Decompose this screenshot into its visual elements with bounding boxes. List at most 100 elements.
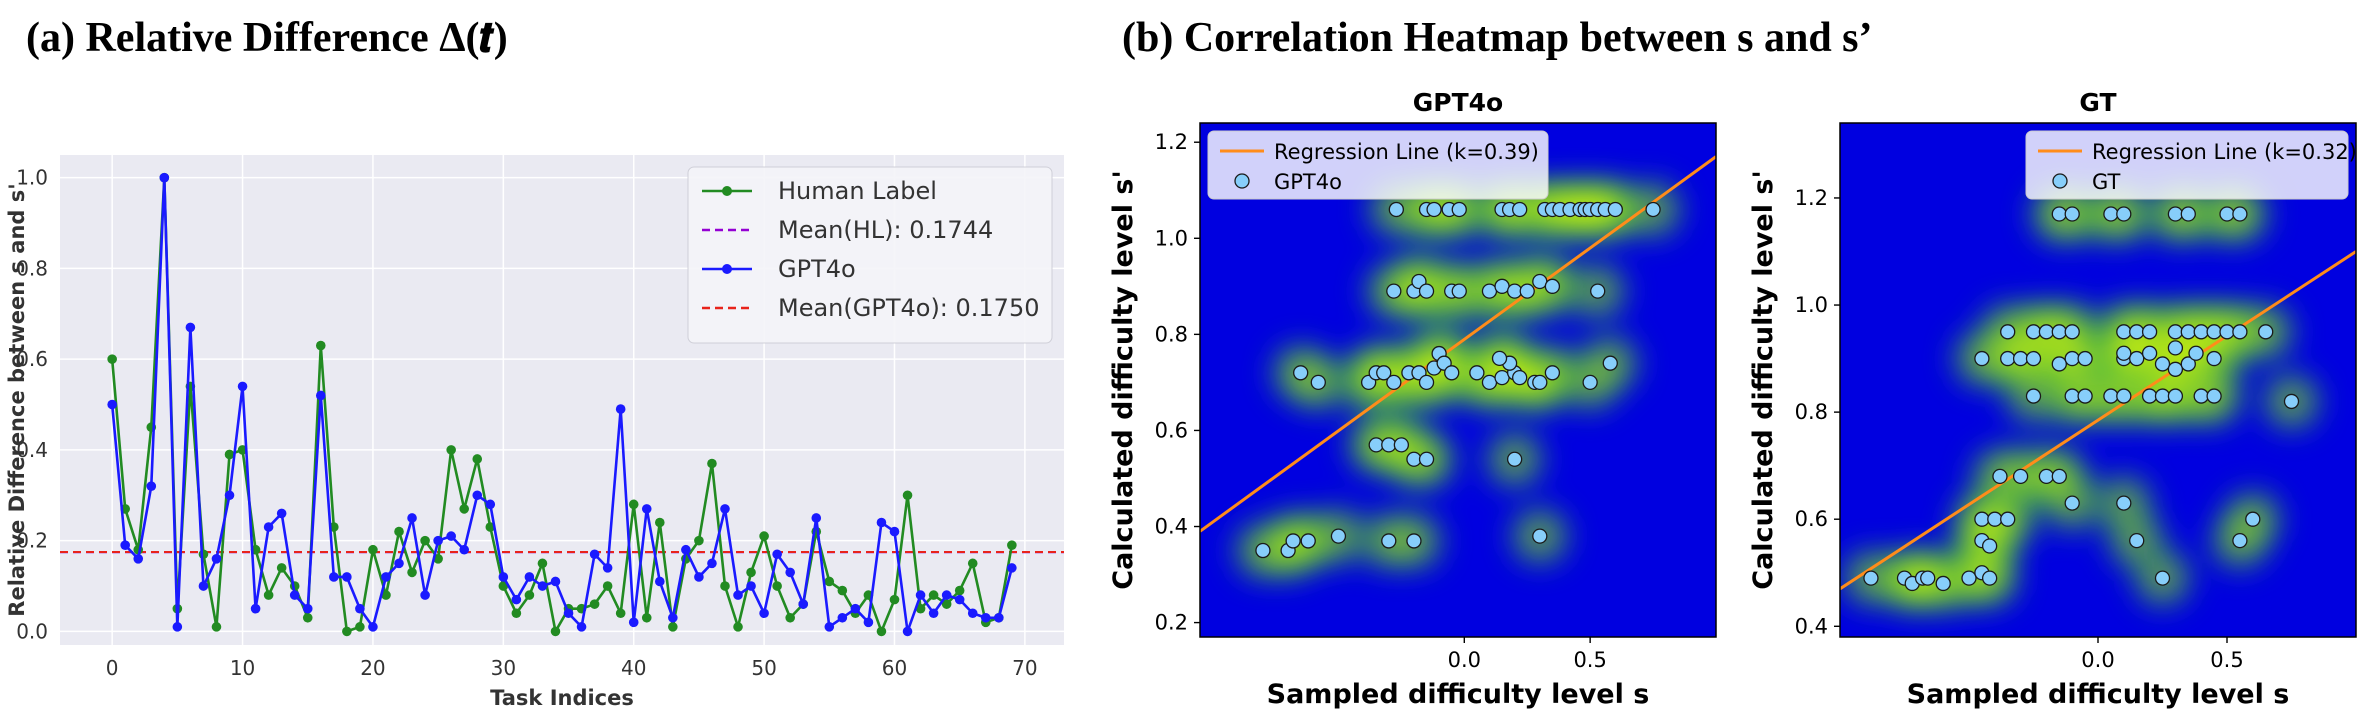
gpt4o-point <box>941 590 952 600</box>
scatter-point <box>1519 283 1535 299</box>
gpt4o-point <box>172 622 183 632</box>
scatter-point <box>2000 511 2016 527</box>
scatter-point <box>1418 283 1435 299</box>
scatter-point <box>2051 206 2067 222</box>
legend-scatter-label: GPT4o <box>1274 170 1342 194</box>
y-tick-label: 0.6 <box>1795 507 1828 531</box>
gpt4o-point <box>368 622 378 632</box>
scatter-point <box>2064 324 2080 340</box>
scatter-point <box>1512 369 1528 386</box>
scatter-point <box>1532 528 1548 544</box>
human-label-point <box>772 581 782 591</box>
y-axis-label: Relative Difference between s and s' <box>5 183 29 616</box>
human-label-point <box>694 535 704 546</box>
gpt4o-point <box>824 622 835 632</box>
x-axis-label: Sampled difficulty level s <box>1907 679 2290 710</box>
human-label-point <box>785 612 795 623</box>
scatter-point <box>1406 533 1422 549</box>
human-label-point <box>472 454 483 464</box>
y-tick-label: 0.8 <box>1795 400 1828 424</box>
y-tick-label: 0.0 <box>16 619 48 643</box>
gpt4o-point <box>576 622 587 632</box>
scatter-point <box>2077 350 2093 367</box>
x-tick-label: 10 <box>230 656 255 680</box>
y-tick-label: 1.0 <box>1155 226 1188 250</box>
gpt4o-point <box>746 581 756 591</box>
x-tick-label: 30 <box>491 656 516 680</box>
y-tick-label: 0.6 <box>16 347 48 371</box>
scatter-point <box>1418 374 1435 391</box>
gpt4o-point <box>133 553 144 564</box>
gpt4o-point <box>185 322 196 333</box>
scatter-point <box>2167 388 2184 404</box>
scatter-point <box>2051 324 2067 340</box>
scatter-point <box>2064 388 2080 404</box>
y-axis-label: Calculated difficulty level s' <box>1108 170 1139 590</box>
scatter-point <box>2141 324 2158 340</box>
gpt4o-point <box>146 481 157 492</box>
scatter-point <box>2219 324 2235 340</box>
regression-line <box>1840 250 2356 591</box>
human-label-point <box>746 567 756 578</box>
human-label-point <box>407 567 417 578</box>
gpt4o-point <box>159 172 170 183</box>
scatter-point <box>2038 324 2055 340</box>
human-label-point <box>276 563 287 573</box>
human-label-point <box>615 608 626 619</box>
scatter-point <box>2012 468 2029 485</box>
scatter-point <box>2116 388 2132 404</box>
gpt4o-point <box>198 581 209 591</box>
human-label-point <box>459 504 470 514</box>
scatter-point <box>1992 468 2008 485</box>
gpt4o-point <box>250 603 261 614</box>
x-tick-label: 20 <box>360 656 385 680</box>
gpt4o-point <box>733 590 743 600</box>
scatter-point <box>2232 324 2248 340</box>
x-tick-label: 0.5 <box>1573 648 1606 672</box>
legend-scatter-marker <box>1234 173 1250 189</box>
gpt4o-point <box>276 508 287 519</box>
gpt4o-point <box>798 599 809 609</box>
scatter-point <box>1506 283 1523 299</box>
gpt4o-point <box>1007 563 1017 573</box>
legend-a-marker <box>722 264 732 274</box>
human-label-point <box>941 599 952 609</box>
gpt4o-point <box>420 590 430 600</box>
scatter-point <box>1494 278 1510 294</box>
y-tick-label: 0.2 <box>1155 611 1188 635</box>
scatter-point <box>2025 350 2042 367</box>
gpt4o-point <box>315 390 326 401</box>
gpt4o-point <box>720 504 730 514</box>
gpt4o-point <box>407 513 417 523</box>
gpt4o-point <box>329 572 339 582</box>
gpt4o-point <box>772 549 782 560</box>
scatter-point <box>1381 533 1397 549</box>
scatter-point <box>1987 511 2003 527</box>
gpt4o-point <box>994 612 1004 623</box>
human-label-point <box>198 549 209 560</box>
x-tick-label: 50 <box>751 656 776 680</box>
scatter-point <box>1863 570 1879 586</box>
human-label-point <box>876 626 887 637</box>
x-axis-label: Sampled difficulty level s <box>1267 679 1650 710</box>
scatter-point <box>1582 374 1598 391</box>
human-label-point <box>837 585 848 596</box>
scatter-point <box>2064 206 2080 222</box>
legend-a-label: Mean(HL): 0.1744 <box>778 216 993 244</box>
human-label-point <box>628 499 639 510</box>
scatter-point <box>1293 365 1309 381</box>
gpt4o-point <box>485 499 496 510</box>
gpt4o-point <box>837 612 848 623</box>
human-label-point <box>550 626 561 637</box>
y-tick-label: 1.2 <box>1795 186 1828 210</box>
human-label-point <box>524 590 535 600</box>
scatter-point <box>2025 324 2042 340</box>
gpt4o-point <box>628 617 639 628</box>
scatter-point <box>2012 350 2029 367</box>
human-label-point <box>107 354 117 364</box>
scatter-point <box>2116 206 2132 222</box>
subplot-title: GT <box>2079 88 2116 117</box>
human-label-point <box>733 622 743 632</box>
y-tick-label: 0.4 <box>1795 614 1828 638</box>
panel-a-title: (a) Relative Difference Δ(𝒕) <box>26 15 508 61</box>
